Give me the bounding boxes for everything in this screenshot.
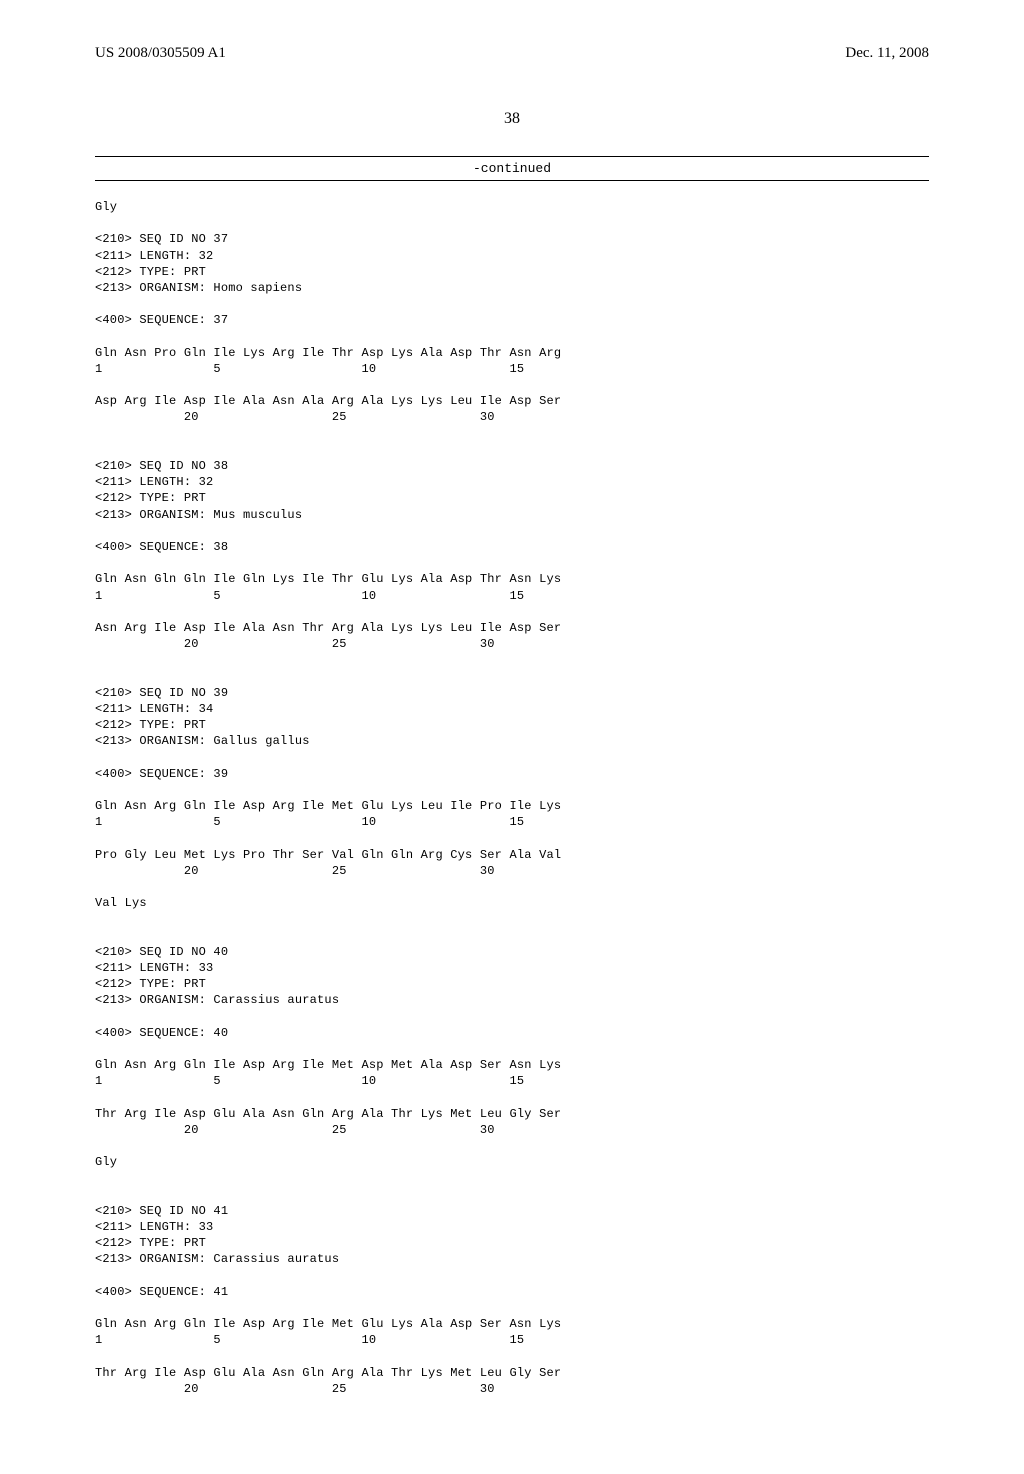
sequence-listing: Gly <210> SEQ ID NO 37 <211> LENGTH: 32 …	[95, 199, 929, 1429]
page-header: US 2008/0305509 A1 Dec. 11, 2008	[95, 45, 929, 62]
page-number: 38	[95, 110, 929, 128]
continued-label: -continued	[95, 156, 929, 181]
page-container: US 2008/0305509 A1 Dec. 11, 2008 38 -con…	[0, 0, 1024, 1474]
publication-date: Dec. 11, 2008	[845, 45, 929, 62]
publication-number: US 2008/0305509 A1	[95, 45, 226, 62]
